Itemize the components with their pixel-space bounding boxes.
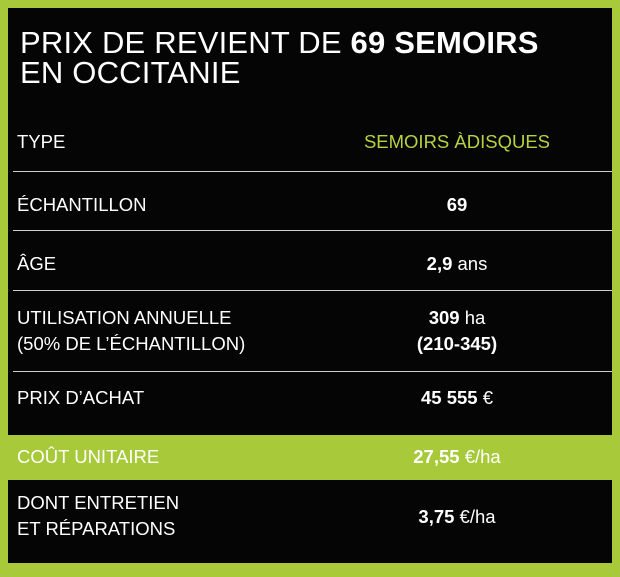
header-row: TYPE SEMOIRS ÀDISQUES [8,122,612,162]
row-utilisation: UTILISATION ANNUELLE (50% DE L’ÉCHANTILLO… [8,298,612,370]
highlight-band [8,435,612,480]
row-label: COÛT UNITAIRE [17,446,160,467]
title-prefix: PRIX DE REVIENT DE [20,25,351,60]
row-prix-achat: PRIX D’ACHAT 45 555 € [8,378,612,428]
row-echantillon: ÉCHANTILLON 69 [8,180,612,230]
row-value: 45 555 € [420,387,494,408]
row-label: PRIX D’ACHAT [17,387,145,408]
row-value: 309 ha (210-345) [416,307,498,354]
row-label: DONT ENTRETIEN ET RÉPARATIONS [17,492,180,539]
separator [13,290,612,291]
row-entretien: DONT ENTRETIEN ET RÉPARATIONS 3,75 €/ha [8,484,612,548]
row-age: ÂGE 2,9 ans [8,238,612,288]
row-value: 27,55 €/ha [413,446,501,467]
separator [13,371,612,372]
row-value: 3,75 €/ha [418,506,496,527]
row-value: 2,9 ans [426,253,488,274]
separator [13,171,612,172]
panel-title: PRIX DE REVIENT DE 69 SEMOIRS EN OCCITAN… [20,25,610,90]
header-label: TYPE [17,131,66,152]
row-label: ÉCHANTILLON [17,194,147,215]
bottom-band [0,563,620,577]
title-line2: EN OCCITANIE [20,55,241,90]
info-panel: PRIX DE REVIENT DE 69 SEMOIRS EN OCCITAN… [8,8,612,569]
title-bold: 69 SEMOIRS [350,25,539,60]
separator [13,230,612,231]
header-value: SEMOIRS ÀDISQUES [363,131,551,152]
row-value: 69 [446,194,468,215]
row-label: ÂGE [17,253,57,274]
row-label: UTILISATION ANNUELLE (50% DE L’ÉCHANTILLO… [17,307,246,354]
row-cout-unitaire: COÛT UNITAIRE 27,55 €/ha [8,435,612,480]
